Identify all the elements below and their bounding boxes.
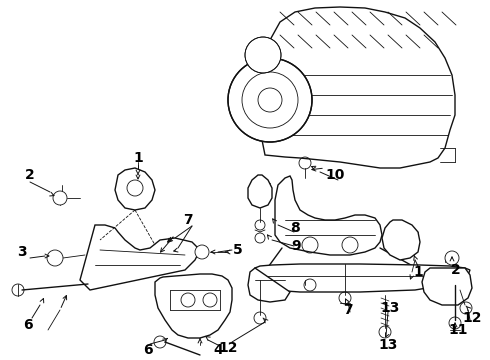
Text: 2: 2 [25,168,35,182]
Text: 1: 1 [133,151,143,165]
Circle shape [245,37,281,73]
Text: 11: 11 [448,323,468,337]
Polygon shape [255,264,470,292]
Text: 9: 9 [291,239,301,253]
Text: 8: 8 [290,221,300,235]
Polygon shape [248,175,272,208]
Text: 12: 12 [218,341,238,355]
Text: 7: 7 [343,303,353,317]
Text: 6: 6 [23,318,33,332]
Polygon shape [155,274,232,338]
Circle shape [228,58,312,142]
Text: 7: 7 [183,213,193,227]
Text: 3: 3 [17,245,27,259]
Text: 6: 6 [143,343,153,357]
Text: 5: 5 [233,243,243,257]
Circle shape [195,245,209,259]
Circle shape [445,251,459,265]
Text: 13: 13 [378,338,398,352]
Text: 10: 10 [325,168,344,182]
Text: 13: 13 [380,301,400,315]
Text: 12: 12 [462,311,482,325]
Polygon shape [80,225,200,290]
Polygon shape [422,268,472,305]
Text: 4: 4 [213,343,223,357]
Circle shape [53,191,67,205]
Text: 1: 1 [413,265,423,279]
Polygon shape [275,176,382,255]
Text: 2: 2 [451,263,461,277]
Circle shape [47,250,63,266]
Polygon shape [115,168,155,210]
Polygon shape [382,220,420,260]
Polygon shape [248,268,290,302]
Polygon shape [255,7,455,168]
